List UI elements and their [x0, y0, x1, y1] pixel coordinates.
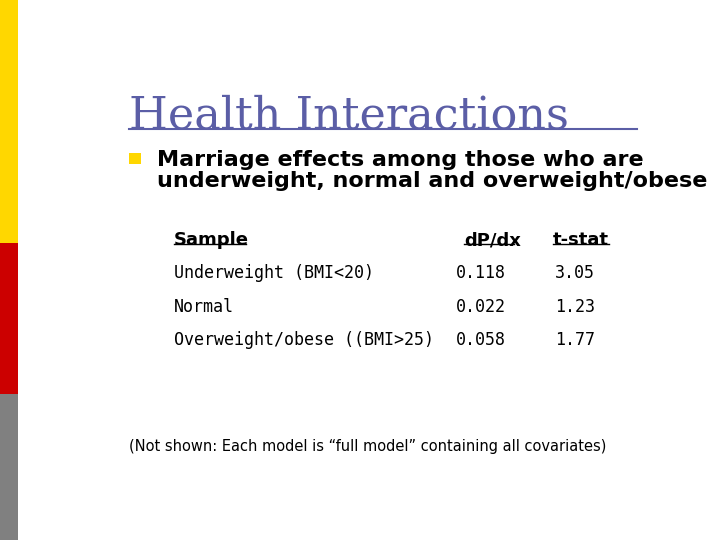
FancyBboxPatch shape	[129, 152, 141, 164]
Text: underweight, normal and overweight/obese: underweight, normal and overweight/obese	[157, 171, 707, 191]
Text: (Not shown: Each model is “full model” containing all covariates): (Not shown: Each model is “full model” c…	[129, 439, 606, 454]
FancyBboxPatch shape	[0, 394, 18, 540]
Text: Sample: Sample	[174, 231, 248, 249]
FancyBboxPatch shape	[0, 0, 18, 243]
Text: dP/dx: dP/dx	[464, 231, 521, 249]
Text: 0.058: 0.058	[456, 331, 505, 349]
Text: 1.77: 1.77	[555, 331, 595, 349]
Text: Normal: Normal	[174, 298, 234, 316]
FancyBboxPatch shape	[0, 243, 18, 394]
Text: Marriage effects among those who are: Marriage effects among those who are	[157, 150, 644, 170]
Text: Underweight (BMI<20): Underweight (BMI<20)	[174, 265, 374, 282]
Text: 0.022: 0.022	[456, 298, 505, 316]
Text: 1.23: 1.23	[555, 298, 595, 316]
Text: Health Interactions: Health Interactions	[129, 94, 569, 137]
Text: t-stat: t-stat	[553, 231, 609, 249]
Text: 3.05: 3.05	[555, 265, 595, 282]
Text: Overweight/obese ((BMI>25): Overweight/obese ((BMI>25)	[174, 331, 433, 349]
Text: 0.118: 0.118	[456, 265, 505, 282]
